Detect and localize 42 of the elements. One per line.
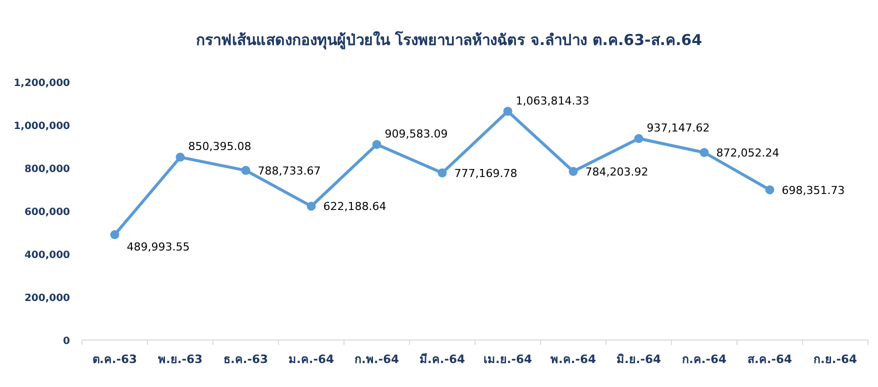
- point: [110, 230, 120, 240]
- data-label: 872,052.24: [716, 146, 780, 160]
- x-tick-label: ต.ค.-63: [92, 352, 138, 366]
- data-label: 777,169.78: [454, 166, 518, 180]
- x-tick-label: พ.ค.-64: [550, 352, 596, 366]
- x-tick-label: ก.ย.-64: [813, 352, 858, 366]
- data-label: 489,993.55: [126, 240, 190, 254]
- x-tick-label: ธ.ค.-63: [223, 352, 268, 366]
- y-tick-label: 800,000: [24, 164, 70, 175]
- point: [176, 152, 185, 162]
- point: [634, 134, 644, 144]
- data-label: 698,351.73: [782, 184, 845, 197]
- y-tick-label: 400,000: [24, 250, 70, 261]
- data-label: 937,147.62: [646, 122, 710, 135]
- point: [438, 168, 447, 178]
- data-label: 788,733.67: [258, 164, 321, 178]
- point: [765, 185, 774, 194]
- x-tick-label: เม.ย.-64: [483, 352, 532, 366]
- point: [241, 166, 250, 175]
- x-tick-label: มิ.ย.-64: [616, 352, 662, 366]
- point: [503, 106, 512, 116]
- x-tick-label: ส.ค.-64: [747, 352, 792, 366]
- x-tick-label: พ.ย.-63: [158, 352, 203, 366]
- y-tick-label: 1,000,000: [14, 121, 70, 132]
- y-tick-label: 200,000: [24, 293, 70, 304]
- point: [568, 166, 578, 176]
- data-label: 1,063,814.33: [516, 94, 590, 108]
- x-tick-label: ก.ค.-64: [682, 352, 727, 366]
- y-tick-label: 1,200,000: [14, 78, 70, 89]
- y-tick-label: 0: [63, 336, 70, 347]
- x-tick-label: ก.พ.-64: [354, 352, 400, 366]
- data-label: 622,188.64: [323, 200, 386, 214]
- data-label: 784,203.92: [585, 165, 648, 178]
- point: [306, 202, 316, 211]
- title: กราฟเส้นแสดงกองทุนผู้ป่วยใน โรงพยาบาลห้างฉัตร จ.ลำปาง ต.ค.63-ส.ค.64: [196, 31, 702, 49]
- point: [372, 140, 382, 149]
- x-tick-label: มี.ค.-64: [419, 352, 466, 366]
- data-label: 909,583.09: [384, 127, 448, 140]
- y-tick-label: 600,000: [24, 207, 70, 218]
- point: [700, 148, 709, 158]
- x-tick-label: ม.ค.-64: [288, 352, 334, 366]
- data-label: 850,395.08: [188, 140, 252, 154]
